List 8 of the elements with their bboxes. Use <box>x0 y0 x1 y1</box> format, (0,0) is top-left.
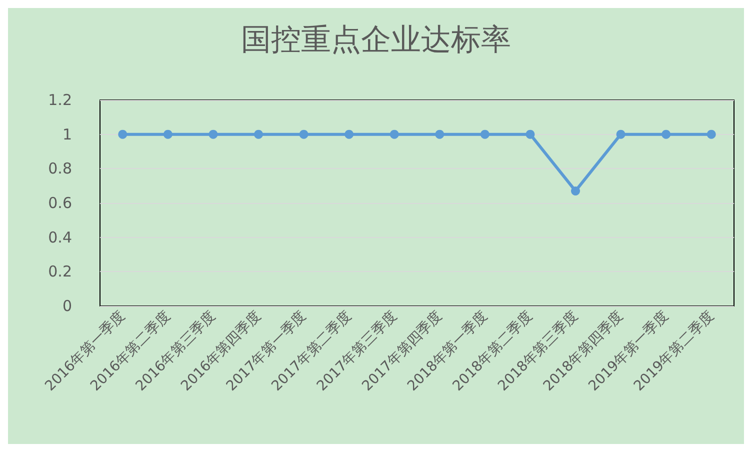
y-tick-label: 1.2 <box>48 91 72 109</box>
chart-title: 国控重点企业达标率 <box>241 22 511 58</box>
y-tick-label: 0.8 <box>48 160 72 178</box>
y-tick-label: 0.6 <box>48 194 72 212</box>
y-tick-label: 0.4 <box>48 228 72 246</box>
y-tick-label: 0 <box>62 297 72 315</box>
y-tick-label: 0.2 <box>48 262 72 281</box>
y-tick-label: 1 <box>62 125 72 144</box>
